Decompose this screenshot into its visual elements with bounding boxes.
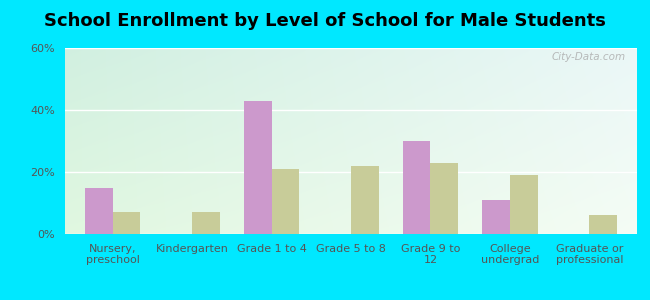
Bar <box>272 169 300 234</box>
Bar <box>192 212 220 234</box>
Bar <box>85 188 112 234</box>
Text: School Enrollment by Level of School for Male Students: School Enrollment by Level of School for… <box>44 12 606 30</box>
Bar <box>510 175 538 234</box>
Bar <box>112 212 140 234</box>
Bar <box>430 163 458 234</box>
Bar <box>351 166 379 234</box>
Bar <box>590 215 617 234</box>
Bar <box>482 200 510 234</box>
Bar <box>402 141 430 234</box>
Bar <box>244 101 272 234</box>
Text: City-Data.com: City-Data.com <box>551 52 625 62</box>
